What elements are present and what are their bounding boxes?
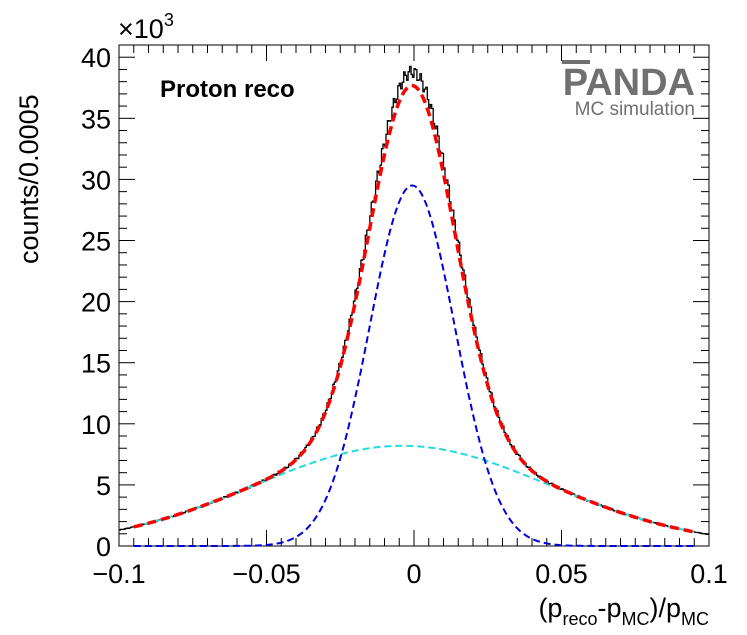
data-histogram bbox=[119, 65, 709, 536]
x-tick-labels: −0.1 −0.05 0 0.05 0.1 bbox=[92, 559, 727, 589]
y-tick-label: 5 bbox=[96, 471, 111, 501]
axis-ticks bbox=[118, 45, 710, 547]
y-tick-label: 10 bbox=[81, 410, 111, 440]
y-tick-labels: 0 5 10 15 20 25 30 35 40 bbox=[81, 43, 111, 562]
y-tick-label: 0 bbox=[96, 532, 111, 562]
x-tick-label: 0.05 bbox=[535, 559, 588, 589]
y-tick-label: 40 bbox=[81, 43, 111, 73]
x-tick-label: −0.05 bbox=[232, 559, 300, 589]
plot-frame bbox=[118, 44, 710, 547]
panda-logo-subtitle: MC simulation bbox=[575, 99, 695, 120]
plot-curves bbox=[119, 65, 709, 547]
panda-logo-bar bbox=[562, 60, 590, 64]
y-tick-label: 30 bbox=[81, 165, 111, 195]
wide-gaussian-curve bbox=[133, 444, 695, 533]
x-tick-label: 0.1 bbox=[690, 559, 728, 589]
panda-logo: PANDA MC simulation bbox=[562, 60, 695, 120]
x-tick-label: 0 bbox=[406, 559, 421, 589]
total-fit-curve bbox=[133, 83, 695, 534]
y-tick-label: 25 bbox=[81, 227, 111, 257]
y-tick-label: 35 bbox=[81, 104, 111, 134]
y-multiplier-label: ×103 bbox=[118, 10, 174, 44]
x-axis-title: (preco-pMC)/pMC bbox=[538, 593, 709, 629]
y-tick-label: 15 bbox=[81, 349, 111, 379]
y-tick-label: 20 bbox=[81, 288, 111, 318]
y-axis-title: counts/0.0005 bbox=[14, 94, 44, 264]
x-tick-label: −0.1 bbox=[92, 559, 145, 589]
narrow-gaussian-curve bbox=[133, 184, 695, 547]
panda-logo-text: PANDA bbox=[563, 62, 695, 104]
annotation-label: Proton reco bbox=[160, 76, 295, 103]
